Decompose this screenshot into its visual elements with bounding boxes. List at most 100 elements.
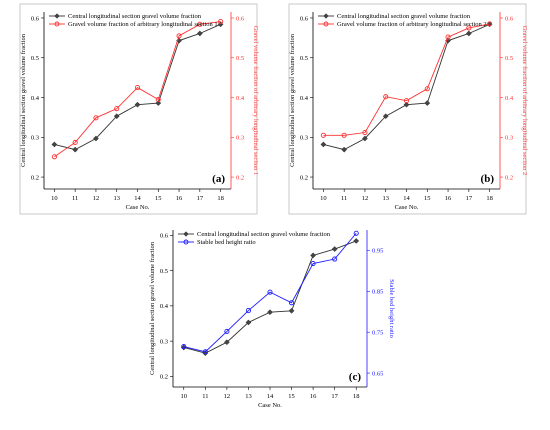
x-tick-label: 17	[466, 195, 473, 202]
y-tick-label: 0.3	[160, 338, 168, 345]
panel-label: (a)	[212, 173, 225, 185]
data-point	[176, 33, 182, 39]
y2-tick-label: 0.65	[372, 370, 383, 377]
data-point	[353, 230, 359, 236]
legend-label: Central longitudinal section gravel volu…	[197, 231, 331, 238]
y2-tick-label: 0.3	[236, 135, 244, 142]
x-tick-label: 11	[202, 393, 208, 400]
series-line-1	[54, 23, 221, 151]
data-point	[362, 129, 368, 136]
legend-marker	[183, 231, 189, 237]
data-point	[320, 132, 326, 138]
x-tick-label: 18	[486, 195, 493, 202]
y-tick-label: 0.4	[160, 303, 169, 310]
x-tick-label: 15	[424, 195, 431, 202]
y2-tick-label: 0.4	[236, 95, 245, 102]
y-tick-label: 0.3	[300, 135, 308, 142]
series-line-2	[54, 21, 221, 158]
x-tick-label: 11	[72, 195, 78, 202]
panel-label: (c)	[349, 371, 362, 383]
data-point	[72, 146, 79, 153]
legend-marker	[183, 239, 189, 245]
data-point	[202, 349, 208, 355]
data-point	[197, 21, 203, 27]
data-point	[51, 154, 57, 160]
y2-tick-label: 0.2	[236, 174, 244, 181]
x-tick-label: 12	[93, 195, 100, 202]
y2-tick-label: 0.5	[236, 55, 244, 62]
y-axis-label: Central longitudinal section gravel volu…	[20, 33, 27, 167]
chart-panel-2: 10 11 12 13 14 15 16 17 18 0.2 0.3 0.4 0.5 0.6 0.2 0.3 0…	[288, 3, 528, 215]
x-tick-label: 10	[320, 195, 327, 202]
x-tick-label: 13	[113, 195, 120, 202]
data-point	[224, 339, 230, 346]
y-axis-label: Central longitudinal section gravel volu…	[149, 241, 156, 375]
data-point	[331, 246, 338, 252]
data-point	[445, 34, 451, 40]
data-point	[466, 25, 472, 31]
data-point	[320, 141, 327, 148]
series-line-2	[183, 232, 357, 353]
data-point	[310, 260, 316, 267]
y-tick-label: 0.6	[300, 15, 309, 22]
x-tick-label: 14	[134, 195, 141, 202]
data-point	[93, 115, 99, 121]
y-tick-label: 0.2	[300, 174, 308, 181]
data-point	[424, 86, 430, 92]
x-tick-label: 17	[331, 393, 338, 400]
y-tick-label: 0.2	[31, 174, 39, 181]
data-point	[245, 319, 252, 326]
panel-label: (b)	[481, 173, 495, 185]
y2-tick-label: 0.75	[372, 330, 383, 337]
x-axis-label: Case No.	[258, 402, 282, 409]
data-point	[113, 113, 120, 120]
y-tick-label: 0.6	[160, 233, 169, 240]
data-point	[218, 18, 224, 25]
x-tick-label: 12	[224, 393, 231, 400]
y-tick-label: 0.6	[31, 15, 40, 22]
data-point	[267, 309, 273, 316]
legend-label: Central longitudinal section gravel volu…	[68, 13, 202, 20]
x-tick-label: 15	[155, 195, 162, 202]
x-tick-label: 14	[267, 393, 274, 400]
data-point	[72, 139, 78, 146]
data-point	[332, 256, 338, 262]
legend-marker	[323, 13, 329, 19]
series-line-2	[323, 23, 490, 136]
y2-tick-label: 0.95	[372, 248, 383, 255]
y-tick-label: 0.4	[31, 95, 40, 102]
legend-label: Stable bed height ratio	[197, 239, 256, 246]
x-tick-label: 16	[176, 195, 183, 202]
y2-axis-label: Gravel volume fraction of arbitrary long…	[252, 26, 259, 176]
data-point	[51, 141, 58, 148]
panel-border	[19, 3, 258, 215]
y2-axis-label: Gravel volume fraction of arbitrary long…	[521, 26, 528, 176]
x-tick-label: 17	[197, 195, 204, 202]
panel-border	[288, 3, 527, 215]
data-point	[362, 135, 368, 142]
legend-marker	[54, 13, 60, 19]
y-tick-label: 0.3	[31, 135, 39, 142]
data-point	[288, 307, 295, 314]
x-tick-label: 13	[382, 195, 389, 202]
y-tick-label: 0.5	[300, 55, 308, 62]
data-point	[114, 106, 120, 112]
y-axis-label: Central longitudinal section gravel volu…	[289, 33, 296, 167]
data-point	[341, 146, 348, 153]
series-line-1	[183, 240, 357, 354]
data-point	[353, 238, 360, 244]
y2-tick-label: 0.6	[505, 15, 514, 22]
y-tick-label: 0.5	[160, 268, 168, 275]
data-point	[245, 307, 251, 314]
y2-axis-label: Stable bed height ratio	[388, 279, 395, 338]
y2-tick-label: 0.4	[505, 95, 514, 102]
data-point	[341, 132, 347, 138]
legend-marker	[54, 21, 60, 27]
data-point	[382, 113, 389, 120]
data-point	[196, 30, 203, 37]
legend-label: Central longitudinal section gravel volu…	[337, 13, 471, 20]
data-point	[155, 96, 161, 103]
x-tick-label: 14	[403, 195, 410, 202]
x-tick-label: 18	[217, 195, 224, 202]
data-point	[181, 343, 187, 350]
